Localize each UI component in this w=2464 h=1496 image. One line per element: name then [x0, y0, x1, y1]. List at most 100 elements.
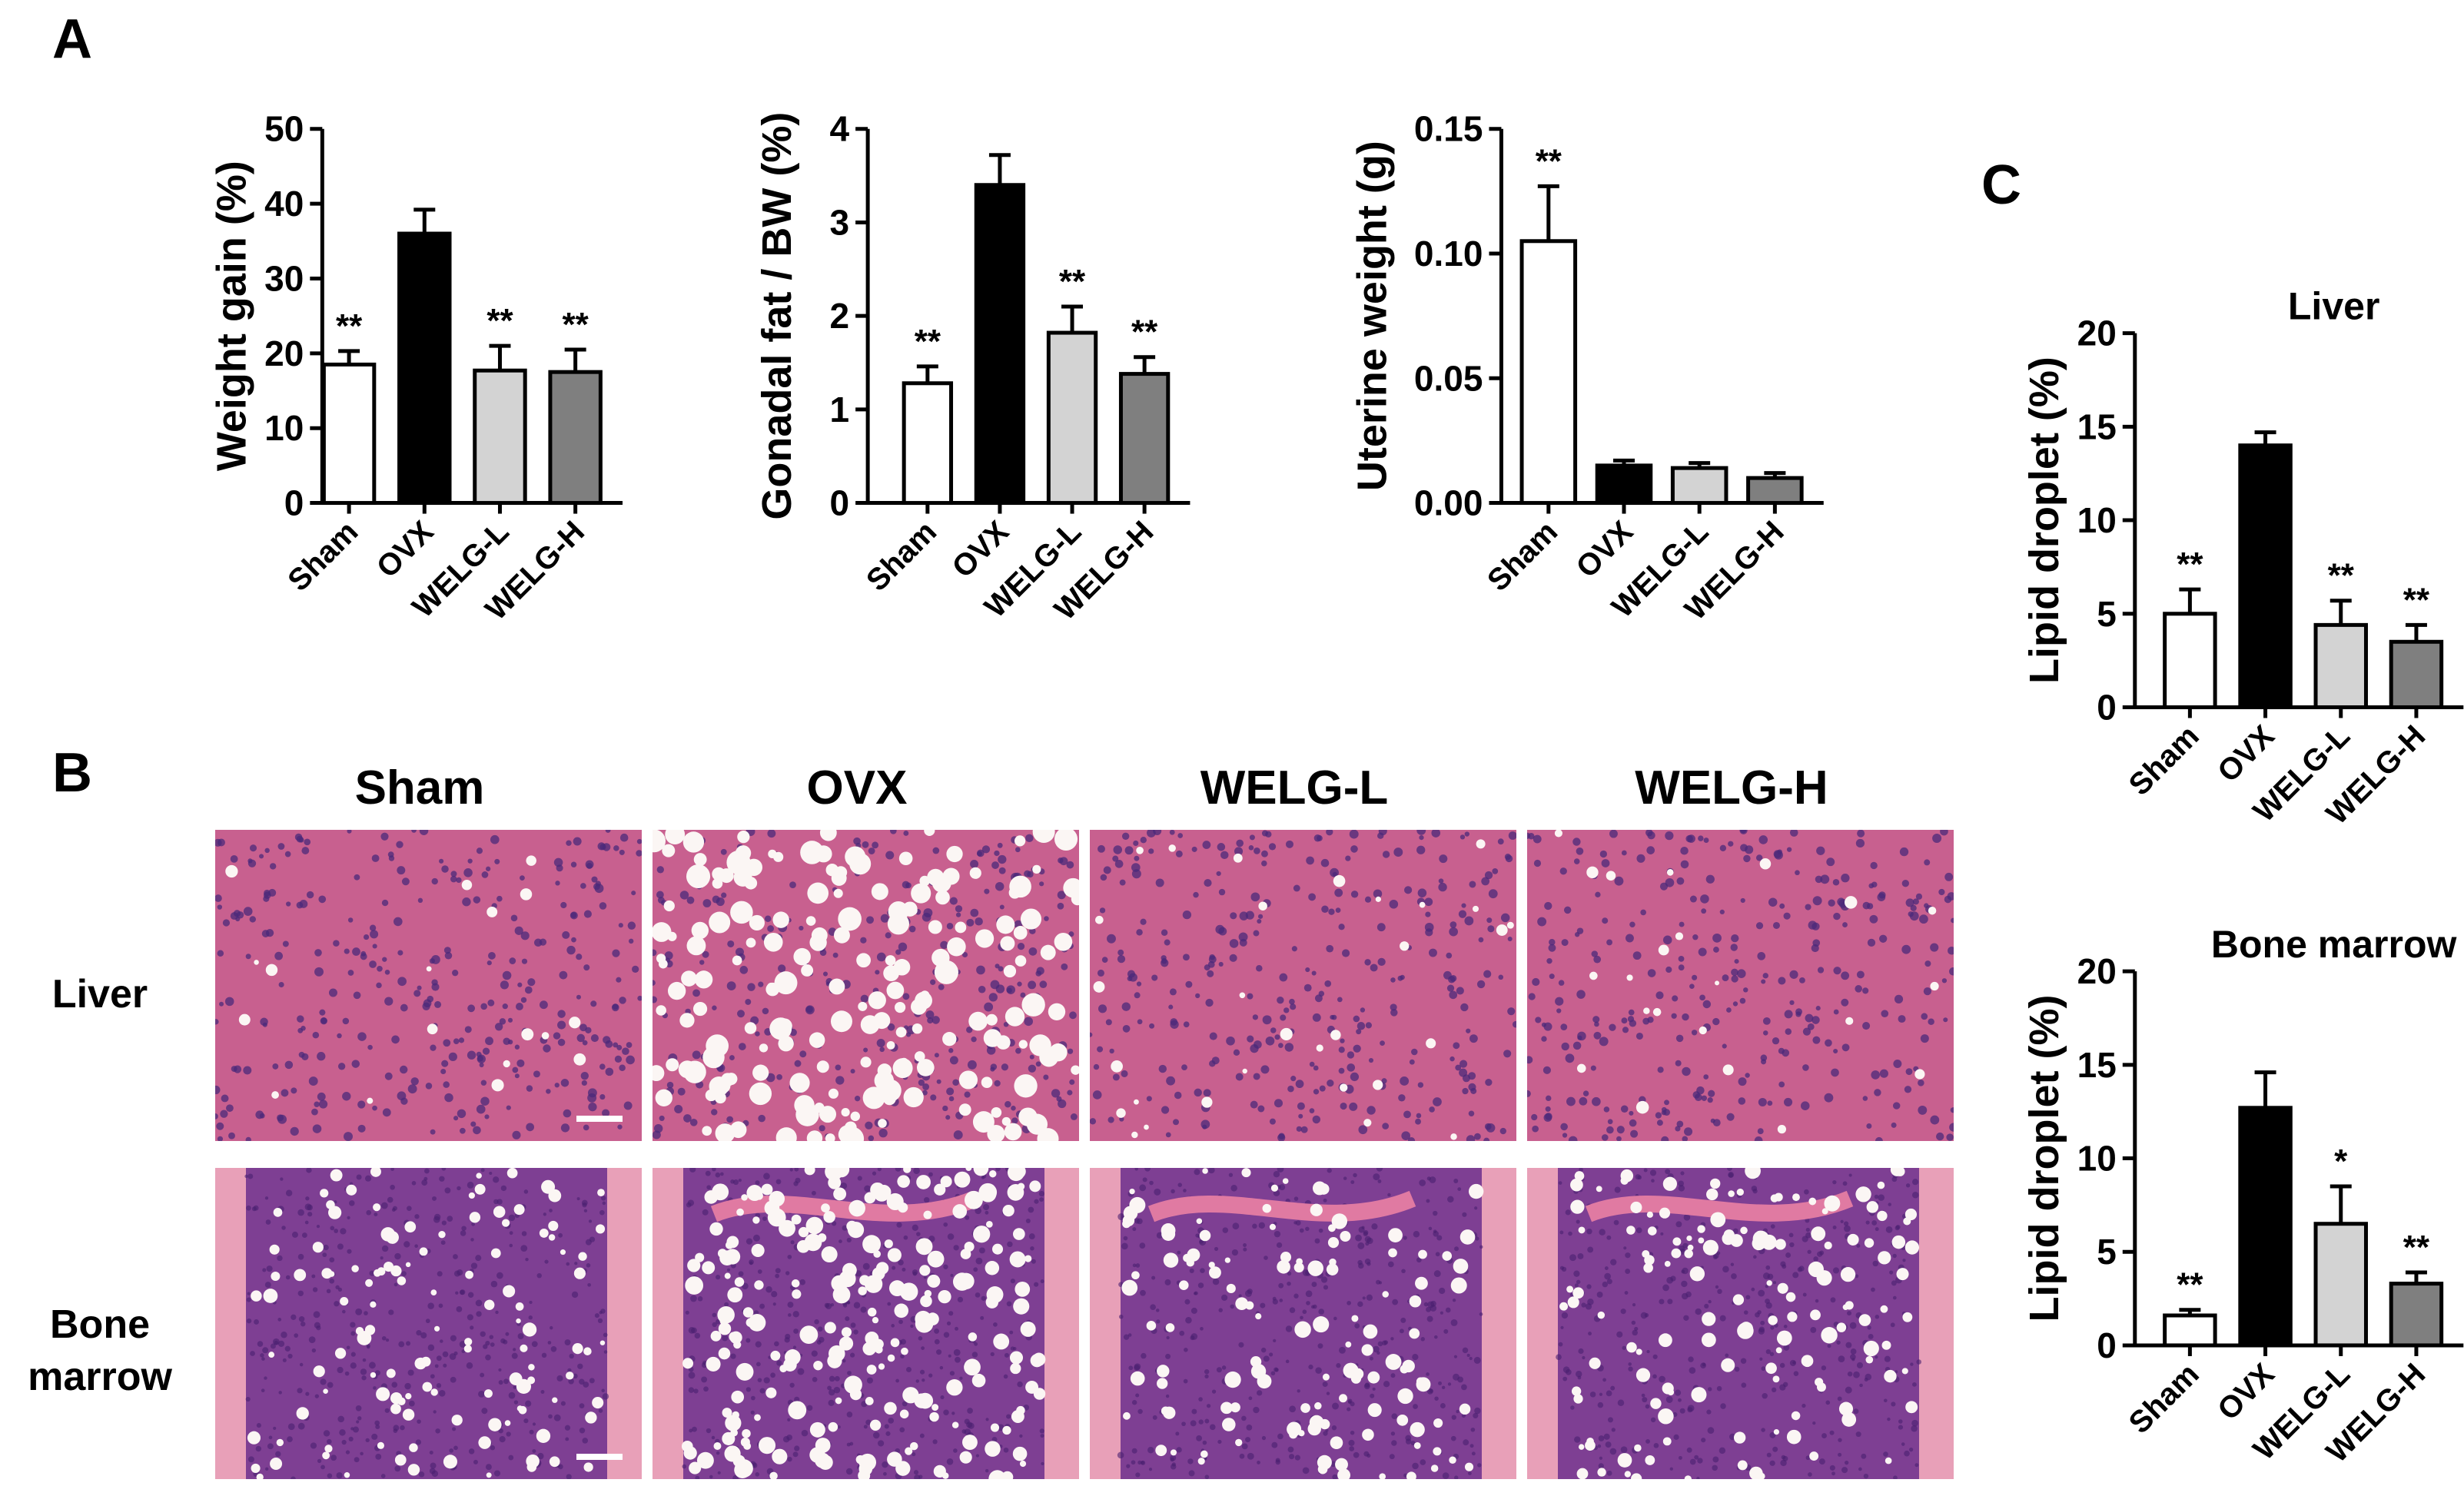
lipid-droplet: [324, 1445, 333, 1453]
lipid-droplet: [860, 1056, 872, 1068]
nucleus: [1739, 830, 1748, 834]
cell: [787, 1255, 792, 1259]
cell: [476, 1311, 482, 1317]
cell: [853, 1329, 858, 1335]
nucleus: [217, 1136, 224, 1141]
cell: [1827, 1344, 1831, 1348]
nucleus: [1601, 859, 1610, 867]
cell: [1893, 1475, 1898, 1479]
nucleus: [357, 1124, 366, 1133]
nucleus: [467, 858, 473, 864]
lipid-droplet: [409, 1443, 418, 1452]
cell: [1830, 1297, 1836, 1303]
nucleus: [930, 1094, 937, 1101]
cell: [278, 1391, 282, 1395]
cell: [1892, 1295, 1897, 1300]
nucleus: [353, 991, 361, 1000]
nucleus: [272, 1063, 279, 1070]
cell: [947, 1233, 955, 1240]
cell: [895, 1378, 899, 1383]
cell: [1228, 1173, 1234, 1177]
cell: [1040, 1279, 1044, 1284]
cell: [1277, 1433, 1283, 1440]
lipid-droplet: [763, 932, 783, 952]
nucleus: [1229, 939, 1239, 948]
nucleus: [1672, 995, 1679, 1002]
nucleus: [1235, 1073, 1244, 1081]
nucleus: [1932, 834, 1942, 844]
lipid-droplet: [1400, 941, 1410, 951]
cell: [525, 1257, 529, 1262]
cell: [898, 1259, 904, 1265]
cell: [1640, 1312, 1648, 1319]
lipid-droplet: [667, 981, 686, 1000]
nucleus: [898, 942, 908, 952]
cell: [1221, 1294, 1228, 1301]
nucleus: [377, 965, 383, 972]
cell: [1245, 1437, 1251, 1443]
cell: [291, 1314, 297, 1320]
lipid-droplet: [1450, 1133, 1457, 1140]
nucleus: [347, 917, 354, 923]
nucleus: [462, 897, 471, 907]
nucleus: [399, 1065, 408, 1074]
nucleus: [520, 997, 527, 1003]
nucleus: [1256, 964, 1263, 972]
nucleus: [1320, 858, 1330, 867]
cell: [1722, 1265, 1729, 1273]
cell: [1317, 1343, 1323, 1349]
cell: [885, 1431, 891, 1436]
nucleus: [1373, 889, 1383, 898]
lipid-droplet: [1689, 1266, 1705, 1282]
lipid-droplet: [334, 1348, 347, 1359]
nucleus: [990, 1066, 995, 1072]
lipid-droplet: [1012, 1446, 1028, 1461]
cell: [297, 1253, 304, 1260]
cell: [864, 1185, 871, 1192]
lipid-droplet: [665, 830, 686, 844]
lipid-droplet: [513, 1204, 525, 1216]
cell: [334, 1229, 339, 1233]
cell: [1643, 1168, 1648, 1173]
cell: [709, 1474, 713, 1479]
lipid-droplet: [1574, 1171, 1585, 1181]
cell: [1875, 1227, 1879, 1232]
cell: [1632, 1329, 1638, 1336]
lipid-droplet: [1262, 1203, 1272, 1213]
nucleus: [1533, 834, 1542, 844]
nucleus: [616, 1044, 623, 1050]
cell: [1377, 1179, 1382, 1183]
cell: [1295, 1220, 1301, 1226]
nucleus: [822, 971, 829, 977]
cell: [1034, 1199, 1039, 1204]
cell: [1363, 1230, 1369, 1236]
nucleus: [656, 866, 664, 874]
cell: [818, 1336, 825, 1343]
lipid-droplet: [1808, 1197, 1817, 1206]
cell: [357, 1416, 362, 1421]
lipid-droplet: [686, 864, 711, 889]
nucleus: [1169, 988, 1177, 996]
nucleus: [1341, 949, 1350, 957]
cell: [902, 1267, 906, 1272]
bar-sham: [2163, 612, 2217, 709]
nucleus: [431, 877, 438, 885]
cell: [323, 1244, 329, 1251]
cell: [1198, 1419, 1204, 1425]
lipid-droplet: [727, 1287, 743, 1303]
nucleus: [284, 1060, 294, 1070]
nucleus: [1161, 957, 1167, 964]
lipid-droplet: [1698, 1237, 1705, 1244]
lipid-droplet: [878, 1119, 887, 1128]
cell: [1136, 1218, 1143, 1225]
nucleus: [1871, 1070, 1880, 1080]
chart-title: Liver: [2288, 285, 2380, 328]
nucleus: [1484, 871, 1493, 880]
cell: [506, 1431, 511, 1437]
nucleus: [1173, 1119, 1179, 1126]
lipid-droplet: [1840, 1267, 1856, 1282]
nucleus: [599, 1093, 606, 1100]
cell: [246, 1205, 251, 1211]
cell: [1610, 1259, 1617, 1265]
nucleus: [1003, 1021, 1009, 1027]
